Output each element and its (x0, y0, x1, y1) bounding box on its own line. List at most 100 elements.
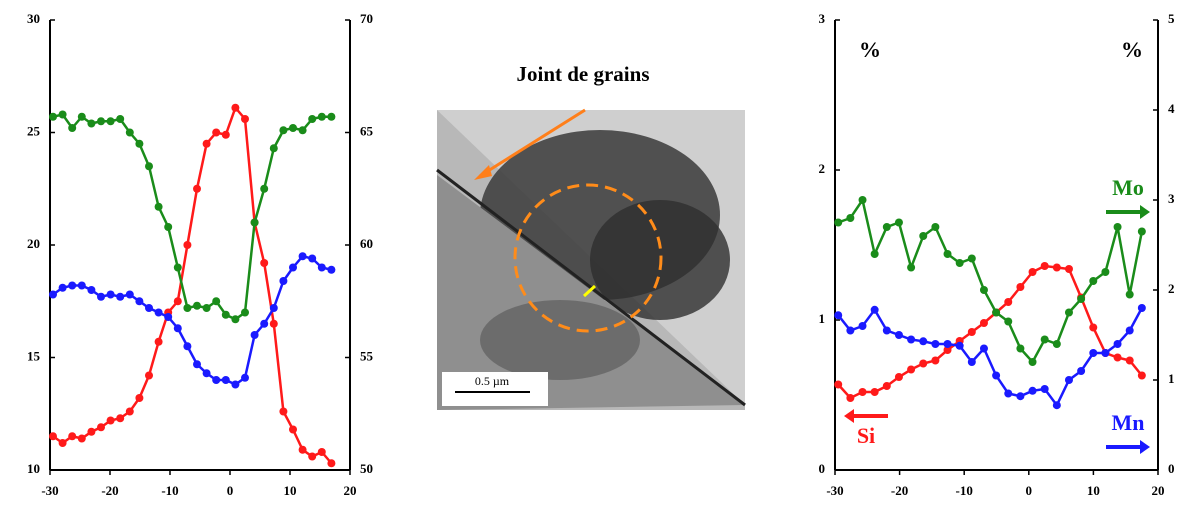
data-point (231, 380, 240, 389)
data-point (308, 452, 317, 461)
data-point (1089, 323, 1098, 332)
data-point (1064, 376, 1073, 384)
series-arrow-head (1140, 205, 1150, 219)
data-point (173, 297, 182, 306)
data-point (68, 432, 77, 441)
data-point (317, 112, 326, 121)
data-point (106, 290, 115, 299)
y2-tick-label: 55 (360, 348, 374, 363)
data-point (241, 373, 249, 382)
y2-tick-label: 3 (1168, 191, 1175, 206)
data-point (58, 110, 67, 119)
data-point (154, 308, 163, 317)
y-tick-label: 25 (27, 123, 41, 138)
y-tick-label: 2 (819, 161, 826, 176)
data-point (68, 124, 77, 132)
data-point (135, 394, 144, 402)
data-point (125, 128, 134, 137)
data-point (834, 218, 843, 227)
data-point (894, 373, 903, 381)
data-point (173, 324, 182, 333)
data-point (1137, 304, 1146, 312)
data-point (87, 119, 96, 128)
data-point (327, 112, 336, 121)
x-tick-label: -20 (101, 483, 118, 498)
data-point (145, 304, 153, 312)
data-point (279, 277, 288, 285)
data-point (1052, 263, 1061, 272)
y2-tick-label: 50 (360, 461, 373, 476)
data-point (870, 305, 879, 314)
y2-tick-label: 1 (1168, 371, 1175, 386)
data-point (882, 326, 891, 335)
data-point (1040, 262, 1049, 270)
data-point (77, 434, 86, 443)
data-point (1113, 353, 1122, 362)
data-point (279, 407, 288, 416)
x-tick-label: 10 (1087, 483, 1100, 498)
data-point (1125, 290, 1134, 299)
x-tick-label: -30 (41, 483, 58, 498)
data-point (125, 407, 134, 416)
data-point (183, 304, 192, 312)
data-point (1113, 223, 1122, 231)
data-point (260, 319, 269, 328)
data-point (97, 292, 105, 301)
data-point (87, 286, 96, 294)
data-point (919, 232, 928, 240)
data-point (846, 214, 855, 222)
x-tick-label: -20 (891, 483, 908, 498)
data-point (58, 283, 67, 292)
data-point (193, 184, 201, 193)
data-point (1064, 308, 1073, 317)
data-point (1004, 389, 1013, 398)
data-point (106, 416, 115, 425)
data-point (49, 290, 57, 299)
data-point (919, 337, 928, 346)
x-tick-label: 0 (1026, 483, 1033, 498)
series-arrow-head (1140, 440, 1150, 454)
data-point (135, 139, 144, 148)
data-point (834, 380, 843, 389)
y2-tick-label: 0 (1168, 461, 1175, 476)
data-point (1004, 317, 1013, 326)
data-point (1052, 401, 1061, 410)
data-point (135, 297, 144, 306)
data-point (221, 310, 230, 319)
series-label: Mo (1112, 175, 1144, 200)
annotation: % (859, 37, 881, 62)
data-point (77, 112, 86, 121)
data-point (212, 297, 221, 306)
y2-tick-label: 65 (360, 123, 374, 138)
data-point (68, 281, 77, 290)
data-point (979, 319, 988, 327)
data-point (907, 263, 916, 272)
data-point (212, 376, 221, 384)
data-point (202, 304, 211, 312)
data-point (1052, 340, 1061, 348)
data-point (97, 117, 105, 126)
data-point (858, 322, 867, 330)
data-point (77, 281, 86, 290)
data-point (1028, 386, 1037, 395)
data-point (931, 356, 940, 365)
data-point (298, 445, 307, 454)
data-point (106, 117, 115, 126)
data-point (231, 315, 240, 324)
data-point (1101, 268, 1110, 276)
data-point (1077, 367, 1086, 375)
data-point (308, 254, 317, 263)
data-point (943, 250, 952, 258)
data-point (221, 130, 230, 139)
data-point (260, 259, 269, 267)
x-tick-label: -30 (826, 483, 843, 498)
x-tick-label: 20 (1152, 483, 1165, 498)
x-tick-label: 10 (284, 483, 297, 498)
data-point (193, 301, 201, 310)
data-point (97, 423, 105, 432)
data-point (894, 218, 903, 227)
data-point (250, 331, 259, 339)
data-point (183, 342, 192, 351)
data-point (327, 265, 336, 274)
